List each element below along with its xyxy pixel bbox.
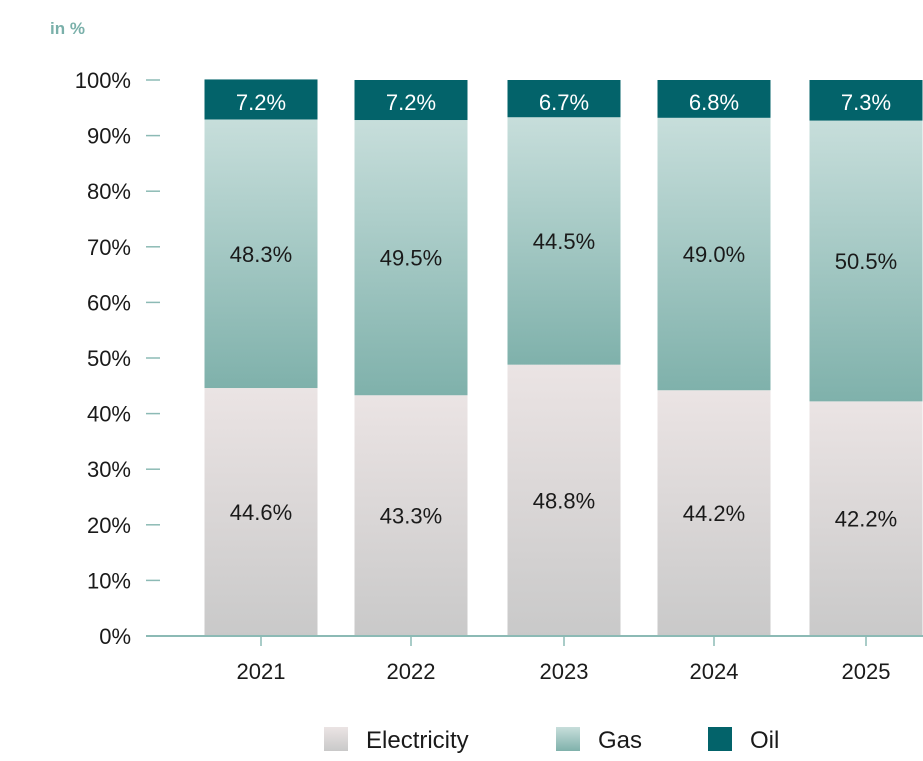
y-tick-label: 10% bbox=[87, 568, 131, 593]
data-label-oil-2025: 7.3% bbox=[841, 90, 891, 115]
legend-swatch-electricity bbox=[324, 727, 348, 751]
bar-segment-oil-2024 bbox=[657, 80, 771, 118]
y-tick-label: 100% bbox=[75, 68, 131, 93]
legend-label-gas: Gas bbox=[598, 727, 642, 754]
y-tick-label: 0% bbox=[99, 624, 131, 649]
data-label-gas-2021: 48.3% bbox=[230, 242, 292, 267]
legend: Electricity Gas Oil bbox=[324, 727, 779, 754]
bar-segment-oil-2021 bbox=[204, 79, 318, 120]
bar-segment-electricity-2025 bbox=[809, 401, 923, 636]
data-label-gas-2022: 49.5% bbox=[380, 246, 442, 271]
y-tick-label: 30% bbox=[87, 457, 131, 482]
y-tick-label: 80% bbox=[87, 179, 131, 204]
legend-swatch-oil bbox=[708, 727, 732, 751]
data-label-electricity-2025: 42.2% bbox=[835, 507, 897, 532]
x-axis: 2021 2022 2023 2024 2025 bbox=[146, 635, 923, 684]
x-tick-label-2021: 2021 bbox=[237, 659, 286, 684]
unit-label: in % bbox=[50, 19, 85, 38]
data-label-electricity-2024: 44.2% bbox=[683, 501, 745, 526]
data-label-oil-2024: 6.8% bbox=[689, 90, 739, 115]
bar-segment-oil-2022 bbox=[354, 80, 468, 121]
data-label-oil-2021: 7.2% bbox=[236, 90, 286, 115]
bar-segment-electricity-2023 bbox=[507, 364, 621, 636]
data-label-oil-2023: 6.7% bbox=[539, 90, 589, 115]
x-tick-label-2023: 2023 bbox=[540, 659, 589, 684]
x-tick-label-2022: 2022 bbox=[387, 659, 436, 684]
bar-segment-gas-2025 bbox=[809, 120, 923, 402]
bar-segment-oil-2023 bbox=[507, 80, 621, 118]
data-label-gas-2023: 44.5% bbox=[533, 229, 595, 254]
y-axis: 0% 10% 20% 30% 40% 50% 60% 70% 80% 90% 100% bbox=[75, 68, 160, 649]
y-tick-label: 50% bbox=[87, 346, 131, 371]
bar-segment-electricity-2021 bbox=[204, 388, 318, 636]
legend-label-electricity: Electricity bbox=[366, 727, 469, 754]
y-tick-label: 20% bbox=[87, 513, 131, 538]
x-tick-label-2025: 2025 bbox=[842, 659, 891, 684]
data-label-electricity-2021: 44.6% bbox=[230, 500, 292, 525]
data-label-gas-2024: 49.0% bbox=[683, 242, 745, 267]
legend-label-oil: Oil bbox=[750, 727, 779, 754]
y-tick-label: 40% bbox=[87, 402, 131, 427]
bar-segment-oil-2025 bbox=[809, 80, 923, 121]
data-label-electricity-2022: 43.3% bbox=[380, 504, 442, 529]
x-tick-label-2024: 2024 bbox=[690, 659, 739, 684]
bar-segment-gas-2022 bbox=[354, 120, 468, 396]
bar-segment-gas-2024 bbox=[657, 117, 771, 391]
data-label-oil-2022: 7.2% bbox=[386, 90, 436, 115]
bars: 44.6% 48.3% 7.2% 43.3% 49.5% 7.2% 48.8% 44.5% 6.… bbox=[204, 79, 923, 636]
y-tick-label: 60% bbox=[87, 290, 131, 315]
bar-segment-gas-2021 bbox=[204, 119, 318, 389]
y-tick-label: 90% bbox=[87, 124, 131, 149]
legend-swatch-gas bbox=[556, 727, 580, 751]
data-label-gas-2025: 50.5% bbox=[835, 249, 897, 274]
bar-segment-electricity-2022 bbox=[354, 395, 468, 636]
data-label-electricity-2023: 48.8% bbox=[533, 488, 595, 513]
y-tick-label: 70% bbox=[87, 235, 131, 260]
bar-segment-electricity-2024 bbox=[657, 390, 771, 636]
bar-segment-gas-2023 bbox=[507, 117, 621, 365]
